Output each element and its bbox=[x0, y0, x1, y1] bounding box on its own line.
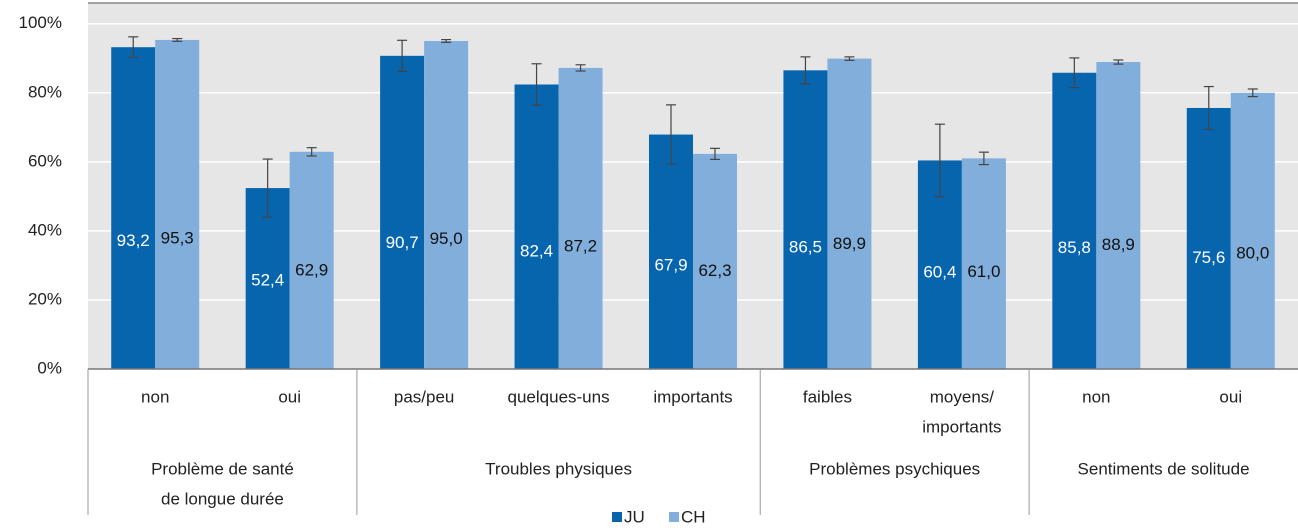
y-tick-label: 80% bbox=[28, 82, 62, 101]
y-tick-label: 100% bbox=[19, 13, 62, 32]
x-tick-label: oui bbox=[278, 387, 301, 406]
x-tick-label: pas/peu bbox=[394, 387, 455, 406]
group-label: Troubles physiques bbox=[485, 459, 632, 478]
bar bbox=[1096, 62, 1141, 369]
value-label: 87,2 bbox=[564, 237, 597, 256]
bar bbox=[649, 134, 693, 369]
bar bbox=[783, 70, 828, 369]
bar bbox=[155, 39, 200, 369]
x-tick-label: faibles bbox=[803, 387, 852, 406]
x-tick-label: non bbox=[141, 387, 169, 406]
value-label: 90,7 bbox=[386, 233, 419, 252]
value-label: 95,0 bbox=[430, 229, 463, 248]
value-label: 93,2 bbox=[117, 231, 150, 250]
value-label: 82,4 bbox=[520, 241, 553, 260]
legend-swatch bbox=[612, 512, 622, 522]
legend-label: CH bbox=[681, 507, 706, 526]
bar bbox=[1186, 107, 1231, 369]
bar bbox=[1052, 72, 1097, 370]
bar bbox=[111, 47, 156, 369]
value-label: 62,3 bbox=[698, 261, 731, 280]
value-label: 75,6 bbox=[1192, 248, 1225, 267]
value-label: 61,0 bbox=[967, 262, 1000, 281]
value-label: 88,9 bbox=[1102, 235, 1135, 254]
bar bbox=[514, 84, 559, 370]
x-tick-label: importants bbox=[922, 417, 1001, 436]
group-label: de longue durée bbox=[161, 489, 284, 508]
x-tick-label: quelques-uns bbox=[508, 387, 610, 406]
group-label: Problème de santé bbox=[151, 459, 294, 478]
x-tick-label: moyens/ bbox=[930, 387, 995, 406]
bar bbox=[289, 151, 334, 369]
x-tick-label: importants bbox=[653, 387, 732, 406]
bar bbox=[380, 55, 425, 369]
bar bbox=[245, 188, 290, 369]
group-label: Problèmes psychiques bbox=[809, 459, 980, 478]
y-tick-label: 0% bbox=[37, 358, 62, 377]
value-label: 80,0 bbox=[1236, 244, 1269, 263]
group-label: Sentiments de solitude bbox=[1078, 459, 1250, 478]
value-label: 85,8 bbox=[1058, 238, 1091, 257]
y-tick-label: 20% bbox=[28, 289, 62, 308]
y-tick-label: 40% bbox=[28, 220, 62, 239]
bar bbox=[1230, 92, 1275, 369]
bar bbox=[693, 153, 737, 369]
value-label: 62,9 bbox=[295, 260, 328, 279]
legend-swatch bbox=[669, 512, 679, 522]
value-label: 60,4 bbox=[923, 263, 956, 282]
bar bbox=[424, 40, 469, 369]
value-label: 52,4 bbox=[251, 271, 284, 290]
value-label: 89,9 bbox=[833, 234, 866, 253]
bar bbox=[827, 58, 872, 369]
y-tick-label: 60% bbox=[28, 151, 62, 170]
bar bbox=[961, 158, 1006, 369]
value-label: 86,5 bbox=[789, 237, 822, 256]
x-tick-label: non bbox=[1082, 387, 1110, 406]
value-label: 95,3 bbox=[161, 229, 194, 248]
bar bbox=[558, 67, 603, 369]
legend-label: JU bbox=[624, 507, 645, 526]
x-tick-label: oui bbox=[1219, 387, 1242, 406]
value-label: 67,9 bbox=[654, 255, 687, 274]
